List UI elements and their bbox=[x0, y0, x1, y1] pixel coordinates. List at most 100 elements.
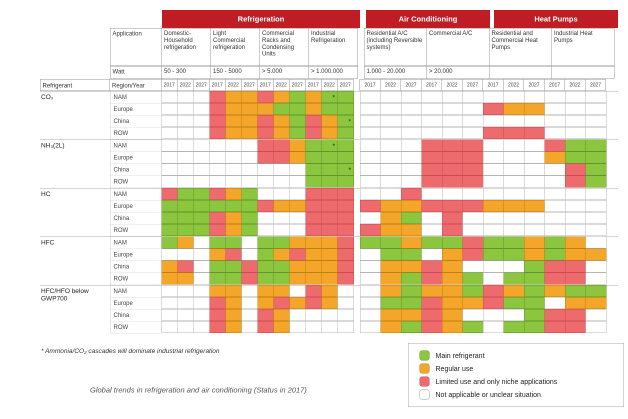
matrix-cell bbox=[305, 297, 322, 309]
matrix-cell bbox=[380, 188, 402, 200]
matrix-cell bbox=[257, 297, 274, 309]
watt-cells: 50 - 300 150 - 5000 > 5.000 > 1.000.000 1.00… bbox=[161, 66, 615, 79]
matrix-cell bbox=[209, 248, 226, 261]
matrix-cell bbox=[524, 103, 545, 115]
watt-value: > 5.000 bbox=[259, 66, 309, 79]
application-header: Industrial Refrigeration bbox=[308, 28, 358, 66]
banner-air-conditioning: Air Conditioning bbox=[366, 10, 490, 28]
matrix-cell bbox=[462, 103, 484, 115]
matrix-cell bbox=[544, 163, 566, 176]
matrix-cell bbox=[421, 151, 443, 164]
matrix-cell bbox=[360, 115, 381, 127]
matrix-cell bbox=[337, 188, 354, 200]
matrix-cell bbox=[337, 260, 354, 273]
matrix-cell bbox=[462, 297, 484, 309]
matrix-cell bbox=[503, 115, 525, 127]
matrix-cell bbox=[161, 163, 178, 176]
matrix-cell bbox=[241, 248, 258, 261]
matrix-cell: * bbox=[321, 139, 338, 152]
legend-swatch-g bbox=[419, 350, 430, 361]
matrix-cell bbox=[483, 309, 504, 321]
matrix-cell bbox=[257, 175, 274, 188]
legend-item: Limited use and only niche applications bbox=[419, 376, 624, 387]
matrix-cell bbox=[421, 127, 443, 139]
matrix-cell bbox=[257, 321, 274, 333]
matrix-cell bbox=[257, 200, 274, 212]
watt-row: Watt 50 - 300 150 - 5000 > 5.000 > 1.000.00… bbox=[40, 66, 618, 79]
matrix-cell bbox=[337, 200, 354, 212]
matrix-cell bbox=[193, 91, 210, 103]
application-header: Industrial Heat Pumps bbox=[551, 28, 615, 66]
region-label: NAM bbox=[110, 91, 162, 104]
matrix-cell bbox=[273, 163, 290, 176]
matrix-row: NAM * bbox=[110, 139, 607, 152]
matrix-cell bbox=[503, 260, 525, 273]
matrix-cell bbox=[225, 175, 242, 188]
matrix-cell bbox=[161, 224, 178, 236]
matrix-cell bbox=[241, 321, 258, 333]
matrix-cell bbox=[585, 127, 607, 139]
matrix-cell bbox=[442, 151, 463, 164]
matrix-cell bbox=[209, 236, 226, 249]
matrix-cell bbox=[401, 115, 422, 127]
banner-heat-pumps: Heat Pumps bbox=[494, 10, 618, 28]
matrix-cell bbox=[503, 175, 525, 188]
matrix-cell bbox=[544, 127, 566, 139]
matrix-cell bbox=[421, 212, 443, 224]
matrix-cell bbox=[401, 309, 422, 321]
matrix-cell bbox=[177, 297, 194, 309]
matrix-cell bbox=[273, 91, 290, 103]
watt-value bbox=[551, 66, 615, 79]
matrix-cell bbox=[483, 297, 504, 309]
matrix-cell bbox=[177, 91, 194, 103]
matrix-cell bbox=[401, 272, 422, 285]
matrix-row: Europe bbox=[110, 151, 607, 164]
matrix-cell bbox=[565, 103, 586, 115]
region-label: China bbox=[110, 212, 162, 225]
years-row: Refrigerant Region/Year 2017 2022 2027 2017… bbox=[40, 79, 618, 91]
year-header: 2017 bbox=[305, 79, 322, 91]
matrix-cell bbox=[380, 200, 402, 212]
application-header: Residential and Commercial Heat Pumps bbox=[489, 28, 552, 66]
matrix-cell bbox=[161, 236, 178, 249]
matrix-cell bbox=[225, 285, 242, 297]
matrix-cell bbox=[585, 151, 607, 164]
matrix-cell bbox=[462, 321, 484, 333]
matrix-cell bbox=[401, 200, 422, 212]
legend-item: Main refrigerant bbox=[419, 350, 624, 361]
matrix-cell bbox=[565, 212, 586, 224]
matrix-cell bbox=[401, 321, 422, 333]
matrix-cell bbox=[544, 260, 566, 273]
matrix-cell bbox=[544, 151, 566, 164]
matrix-cell bbox=[177, 260, 194, 273]
matrix-cell bbox=[321, 285, 338, 297]
matrix-cell bbox=[161, 200, 178, 212]
legend-label: Main refrigerant bbox=[435, 351, 485, 360]
matrix-cell bbox=[483, 321, 504, 333]
matrix-cell bbox=[483, 91, 504, 103]
asterisk-mark: * bbox=[332, 142, 335, 150]
matrix-cell bbox=[193, 188, 210, 200]
matrix-cell bbox=[193, 321, 210, 333]
matrix-cell bbox=[503, 91, 525, 103]
matrix-cell bbox=[503, 321, 525, 333]
matrix-cell bbox=[241, 188, 258, 200]
matrix-cell bbox=[483, 236, 504, 249]
matrix-cell bbox=[305, 103, 322, 115]
matrix-cell bbox=[209, 91, 226, 103]
region-label: Europe bbox=[110, 297, 162, 310]
matrix-cell bbox=[273, 175, 290, 188]
matrix-cell bbox=[273, 139, 290, 152]
legend-swatch-o bbox=[419, 363, 430, 374]
matrix-cell: * bbox=[337, 115, 354, 127]
matrix-cell bbox=[462, 236, 484, 249]
matrix-cell bbox=[193, 115, 210, 127]
matrix-cell bbox=[321, 151, 338, 164]
matrix-cell bbox=[462, 272, 484, 285]
matrix-cell bbox=[524, 91, 545, 103]
matrix-cell bbox=[273, 224, 290, 236]
matrix-cell bbox=[289, 272, 306, 285]
matrix-cell bbox=[209, 224, 226, 236]
matrix-cell bbox=[225, 224, 242, 236]
legend-label: Not applicable or unclear situation bbox=[435, 390, 541, 399]
